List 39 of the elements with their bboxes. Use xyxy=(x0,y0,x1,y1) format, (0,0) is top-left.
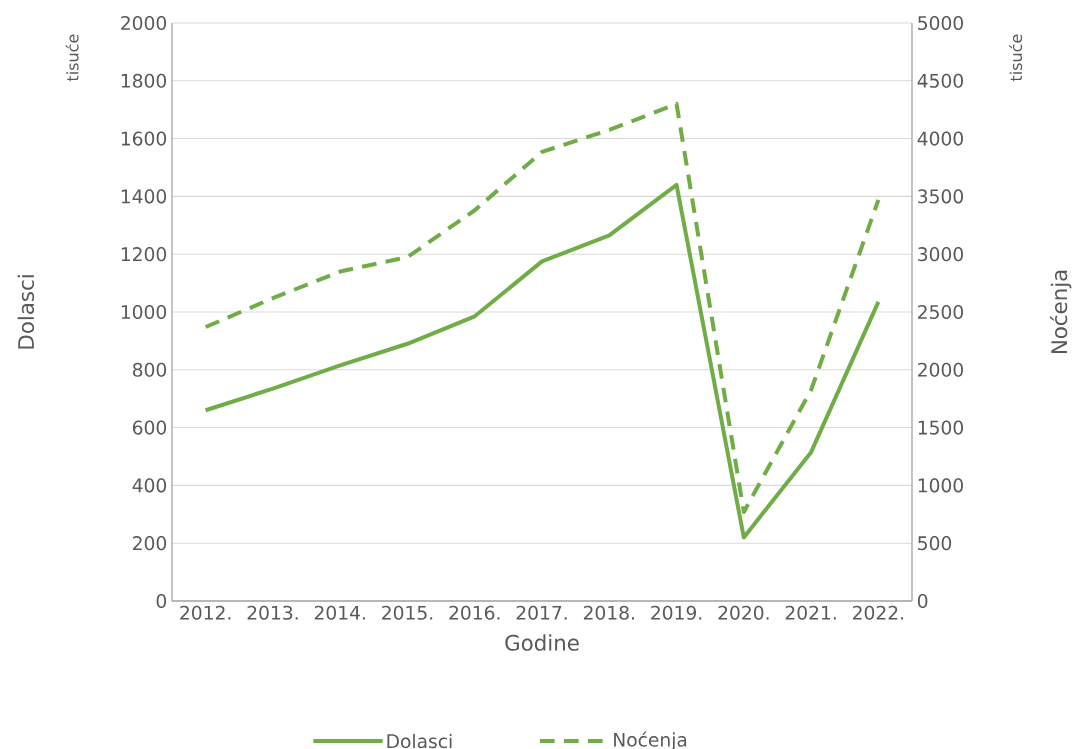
y-tick-label: 1600 xyxy=(121,131,167,146)
y-tick-label: 1200 xyxy=(121,247,167,262)
y-tick-label: 600 xyxy=(132,420,167,435)
x-axis-title: Godine xyxy=(505,634,579,651)
y-tick-label: 1000 xyxy=(121,304,167,320)
x-tick-label: 2019. xyxy=(651,605,702,620)
x-tick-label: 2017. xyxy=(516,605,567,620)
y2-tick-label: 0 xyxy=(917,593,928,609)
x-tick-label: 2014. xyxy=(314,605,365,620)
x-tick-label: 2012. xyxy=(180,605,231,620)
y2-tick-label: 500 xyxy=(918,536,952,551)
y-tick-label: 1400 xyxy=(121,189,167,204)
y-tick-label: 1800 xyxy=(121,73,167,88)
y2-axis-title: Noćenja xyxy=(1049,270,1072,354)
y2-tick-label: 2000 xyxy=(918,362,963,377)
y2-tick-label: 4500 xyxy=(917,73,963,88)
y-tick-label: 800 xyxy=(132,362,167,377)
legend-label: Dolasci xyxy=(387,733,452,749)
x-tick-label: 2022. xyxy=(853,605,904,620)
y-axis-title: Dolasci xyxy=(17,275,35,349)
text: tisuće xyxy=(1009,34,1023,82)
y2-tick-label: 2500 xyxy=(918,304,963,320)
y2-tick-label: 4000 xyxy=(917,131,963,146)
text: tisuće xyxy=(65,34,79,82)
x-tick-label: 2015. xyxy=(382,605,433,620)
y2-tick-label: 1000 xyxy=(918,478,963,493)
x-tick-label: 2016. xyxy=(449,605,500,620)
y2-tick-label: 3000 xyxy=(918,247,963,262)
y-tick-label: 200 xyxy=(133,536,167,551)
x-tick-label: 2021. xyxy=(785,605,836,620)
y2-tick-label: 3500 xyxy=(918,189,963,204)
y2-tick-label: 5000 xyxy=(918,15,963,31)
y-tick-label: 400 xyxy=(132,478,167,493)
x-tick-label: 2013. xyxy=(247,605,298,620)
y-tick-label: 0 xyxy=(156,593,167,609)
y2-tick-label: 1500 xyxy=(918,420,963,435)
x-tick-label: 2018. xyxy=(583,605,634,620)
x-tick-label: 2020. xyxy=(718,605,769,620)
y-tick-label: 2000 xyxy=(121,15,167,31)
